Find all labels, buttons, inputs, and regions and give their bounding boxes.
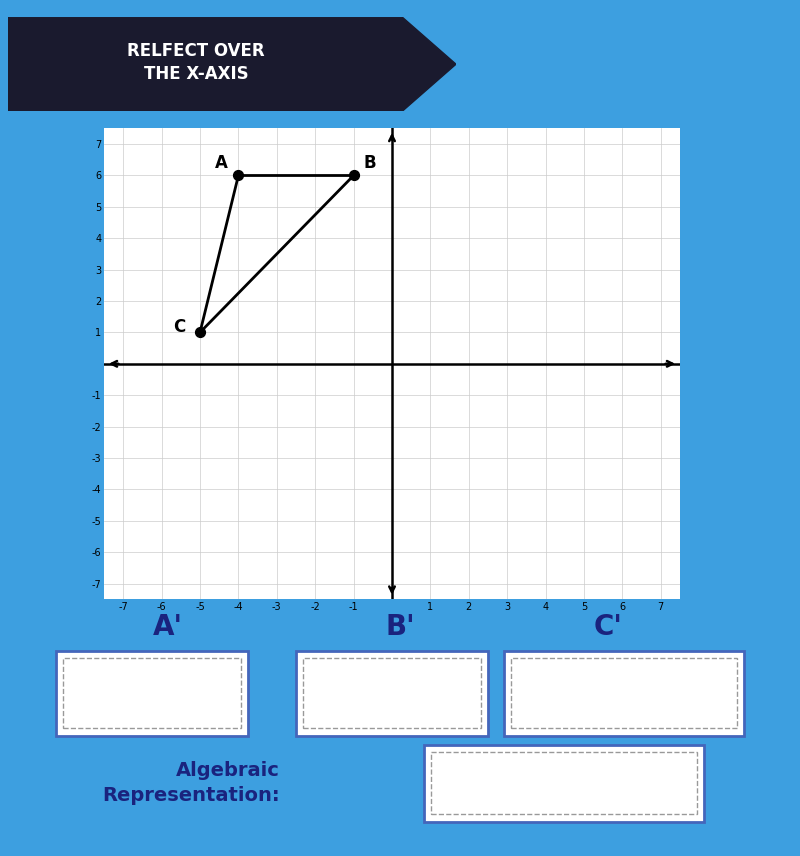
Text: Algebraic
Representation:: Algebraic Representation: — [102, 761, 280, 805]
Point — [347, 169, 360, 182]
Text: B': B' — [385, 613, 415, 640]
Polygon shape — [8, 17, 456, 111]
Text: A': A' — [153, 613, 183, 640]
Point — [232, 169, 245, 182]
Point — [194, 325, 206, 339]
Text: RELFECT OVER
THE X-AXIS: RELFECT OVER THE X-AXIS — [127, 42, 265, 83]
Text: B: B — [363, 153, 376, 172]
Text: A: A — [215, 153, 228, 172]
Text: C': C' — [594, 613, 622, 640]
Text: C: C — [173, 318, 186, 336]
